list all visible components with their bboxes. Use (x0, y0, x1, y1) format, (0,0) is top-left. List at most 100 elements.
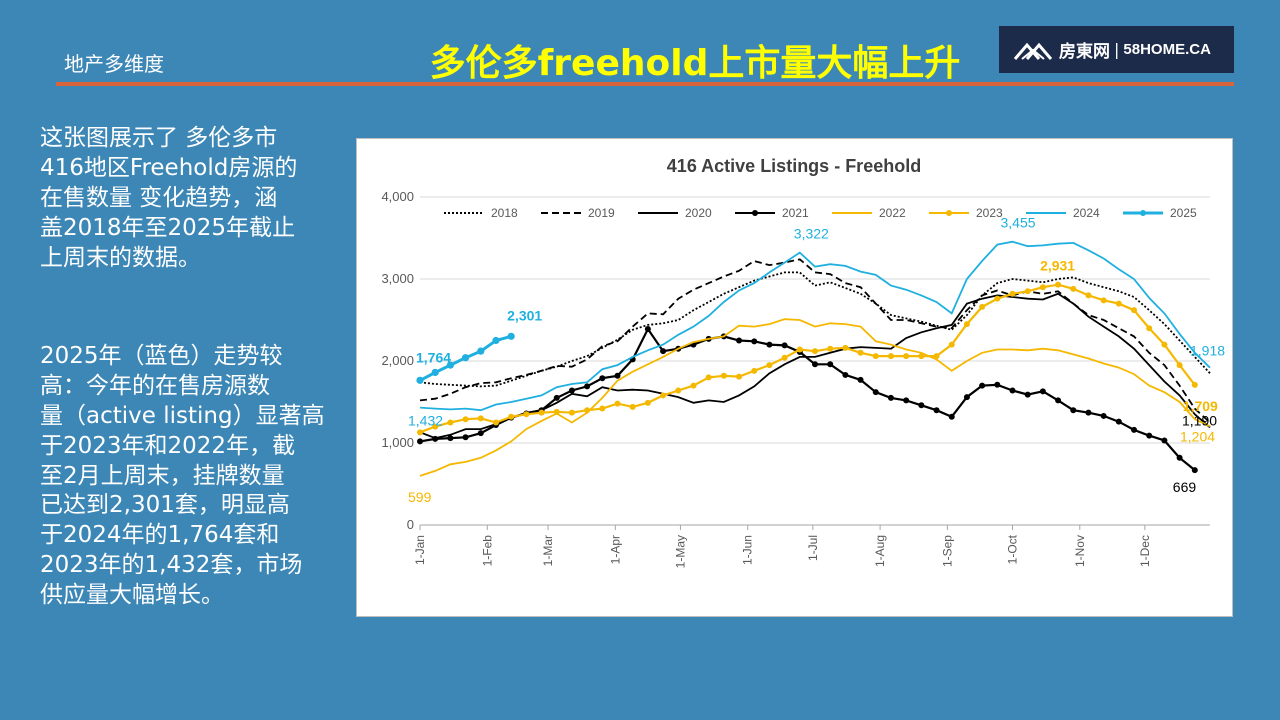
brand-logo[interactable]: 房東网 | 58HOME.CA (999, 26, 1234, 73)
series-point-2023 (553, 408, 560, 415)
series-point-2023 (614, 400, 621, 407)
series-point-2023 (857, 349, 864, 356)
series-point-2023 (1176, 362, 1183, 369)
series-point-2021 (584, 383, 591, 390)
chart-border (356, 138, 1233, 617)
x-tick-label: 1-Aug (873, 535, 887, 567)
series-point-2021 (1146, 432, 1153, 439)
series-point-2021 (417, 438, 423, 445)
series-point-2023 (1191, 381, 1198, 388)
legend-label-2022: 2022 (879, 206, 906, 220)
series-point-2023 (508, 413, 515, 420)
series-point-2025 (507, 332, 515, 340)
series-point-2021 (447, 435, 454, 442)
series-point-2021 (553, 394, 560, 401)
legend-marker-2023 (946, 210, 952, 216)
data-label: 1,918 (1190, 343, 1225, 359)
series-point-2023 (766, 362, 773, 369)
series-point-2021 (781, 342, 788, 349)
series-point-2021 (994, 381, 1001, 388)
series-point-2023 (705, 374, 712, 381)
series-line-2023 (419, 283, 1196, 434)
series-point-2021 (751, 338, 758, 345)
series-point-2023 (1024, 288, 1031, 295)
series-point-2021 (857, 376, 864, 383)
series-point-2021 (660, 348, 667, 355)
series-point-2023 (538, 409, 545, 416)
x-tick-label: 1-May (673, 535, 687, 568)
data-label: 1,709 (1183, 398, 1218, 414)
series-point-2023 (842, 344, 849, 351)
series-point-2021 (477, 430, 484, 437)
series-point-2025 (492, 336, 500, 345)
series-point-2025 (416, 376, 424, 384)
series-point-2021 (462, 434, 469, 441)
legend-label-2018: 2018 (491, 206, 518, 220)
legend-label-2019: 2019 (588, 206, 615, 220)
data-label: 2,931 (1040, 258, 1075, 274)
listings-chart: 416 Active Listings - Freehold 0 1,000 2,00… (356, 138, 1233, 617)
series-point-2023 (1009, 290, 1016, 297)
series-point-2021 (1009, 387, 1016, 394)
data-label: 3,322 (794, 226, 829, 242)
series-point-2023 (644, 399, 651, 406)
legend-label-2020: 2020 (685, 206, 712, 220)
series-point-2023 (432, 423, 439, 430)
series-line-2020 (419, 292, 1211, 440)
series-point-2025 (431, 368, 439, 377)
series-point-2023 (660, 392, 667, 399)
series-point-2021 (644, 326, 651, 333)
series-point-2021 (1039, 388, 1046, 395)
series-point-2023 (477, 415, 484, 422)
series-point-2023 (417, 429, 423, 436)
series-point-2023 (1131, 307, 1138, 314)
chart-canvas: 416 Active Listings - Freehold 0 1,000 2,00… (356, 138, 1233, 617)
x-tick-label: 1-Sep (940, 535, 954, 567)
title-divider (56, 82, 1234, 86)
series-point-2021 (1070, 407, 1077, 414)
logo-separator: | (1114, 40, 1120, 59)
x-tick-label: 1-Dec (1138, 535, 1152, 567)
series-point-2023 (690, 382, 697, 389)
series-point-2023 (1039, 284, 1046, 291)
data-label: 1,204 (1180, 428, 1215, 444)
x-tick-label: 1-Jun (741, 535, 755, 565)
series-point-2021 (1085, 409, 1092, 416)
series-point-2025 (477, 347, 485, 355)
legend-marker-2025 (1140, 210, 1146, 216)
series-point-2021 (1100, 412, 1107, 419)
x-tick-label: 1-Oct (1006, 534, 1020, 564)
series-point-2023 (751, 367, 758, 374)
page-title: 多伦多freehold上市量大幅上升 (429, 43, 961, 84)
series-point-2021 (979, 382, 986, 389)
series-point-2021 (1161, 437, 1168, 444)
legend-label-2025: 2025 (1170, 206, 1197, 220)
series-point-2023 (781, 354, 788, 361)
series-point-2023 (903, 353, 910, 360)
series-point-2023 (1085, 292, 1092, 299)
series-point-2023 (1070, 285, 1077, 292)
y-tick-label: 2,000 (381, 353, 414, 368)
house-roof-logo-icon (1013, 42, 1053, 60)
series-point-2023 (1100, 297, 1107, 304)
section-label: 地产多维度 (64, 52, 164, 76)
series-line-2022 (419, 318, 1211, 477)
series-point-2021 (872, 389, 879, 396)
series-line-2024 (419, 240, 1211, 412)
chart-title: 416 Active Listings - Freehold (667, 156, 921, 176)
series-point-2023 (523, 411, 530, 418)
data-label: 2,301 (507, 307, 542, 323)
series-point-2021 (736, 337, 743, 344)
series-point-2025 (446, 361, 454, 369)
series-point-2023 (812, 348, 818, 355)
series-point-2021 (432, 435, 439, 442)
logo-domain: 58HOME.CA (1123, 41, 1211, 58)
x-tick-label: 1-Nov (1073, 535, 1087, 567)
series-point-2023 (1115, 300, 1122, 307)
series-point-2021 (918, 402, 925, 409)
x-tick-label: 1-Feb (480, 535, 494, 567)
series-point-2021 (1191, 467, 1198, 474)
x-tick-label: 1-Apr (608, 535, 622, 564)
series-point-2023 (492, 419, 499, 426)
series-point-2023 (948, 341, 955, 348)
